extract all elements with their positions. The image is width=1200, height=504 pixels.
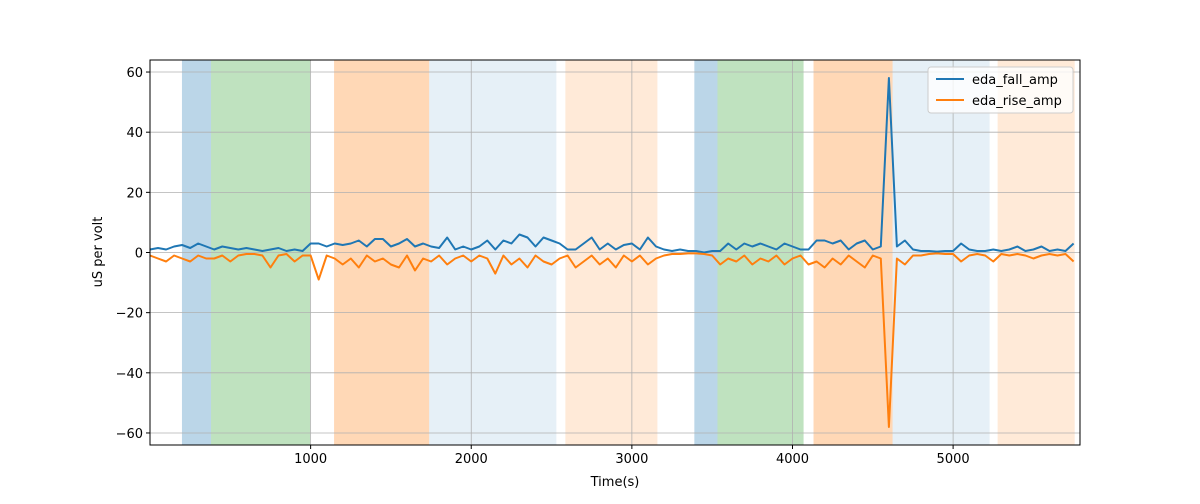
- y-tick-label--60: −60: [116, 427, 143, 442]
- y-tick-label-20: 20: [126, 186, 143, 201]
- legend: eda_fall_amp eda_rise_amp: [927, 66, 1074, 114]
- legend-label-eda-fall-amp: eda_fall_amp: [972, 73, 1058, 88]
- y-axis-label: uS per volt: [91, 217, 106, 288]
- y-tick-label--20: −20: [116, 307, 143, 322]
- series-line-eda-rise-amp: [149, 252, 1075, 428]
- y-tick-label--40: −40: [116, 367, 143, 382]
- series-lines: [149, 77, 1075, 428]
- x-tick-label-3000: 3000: [615, 452, 648, 467]
- x-tick-label-4000: 4000: [776, 452, 809, 467]
- x-axis-label: Time(s): [590, 475, 640, 490]
- legend-label-eda-rise-amp: eda_rise_amp: [972, 94, 1062, 109]
- y-tick-label-0: 0: [135, 247, 143, 262]
- x-tick-label-2000: 2000: [455, 452, 488, 467]
- y-tick-label-40: 40: [126, 126, 143, 141]
- series-line-eda-fall-amp: [149, 77, 1075, 254]
- x-tick-label-5000: 5000: [937, 452, 970, 467]
- ticks: 1000 2000 3000 4000 5000 −60 −40 −20 0 20 40 60: [116, 66, 970, 467]
- y-tick-label-60: 60: [126, 66, 143, 81]
- x-tick-label-1000: 1000: [294, 452, 327, 467]
- grid: [150, 60, 1080, 445]
